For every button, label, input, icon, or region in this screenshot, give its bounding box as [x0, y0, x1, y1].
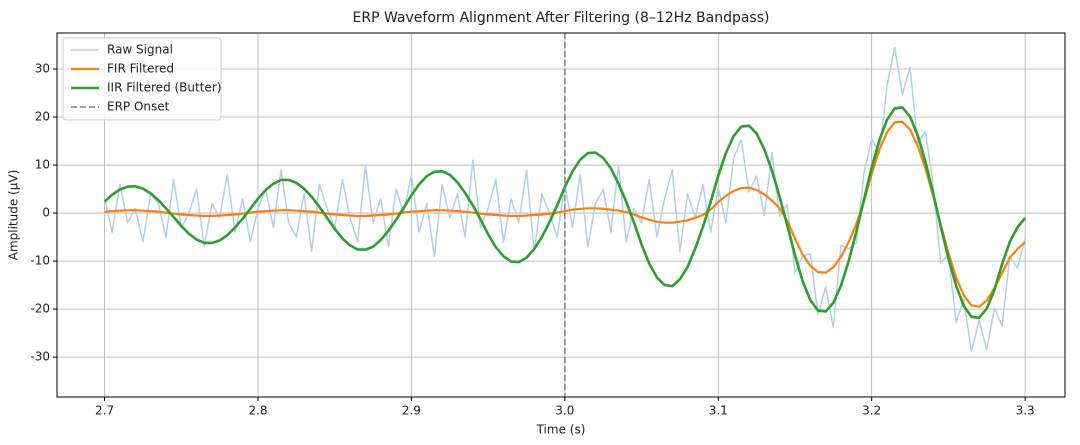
legend-label: FIR Filtered: [107, 62, 174, 76]
legend-box: [62, 37, 222, 121]
x-tick-label: 2.9: [402, 404, 421, 418]
y-tick-label: -20: [30, 302, 50, 316]
x-axis-label: Time (s): [536, 423, 586, 437]
y-tick-label: 20: [35, 110, 50, 124]
y-axis-label: Amplitude (µV): [7, 170, 21, 261]
chart-title: ERP Waveform Alignment After Filtering (…: [353, 10, 770, 26]
y-tick-label: -10: [30, 254, 50, 268]
x-tick-label: 2.8: [248, 404, 267, 418]
y-tick-label: 10: [35, 158, 50, 172]
x-tick-label: 3.2: [862, 404, 881, 418]
x-tick-label: 3.0: [555, 404, 574, 418]
series-line: [104, 120, 1026, 308]
y-tick-label: 30: [35, 62, 50, 76]
y-tick-label: 0: [42, 206, 50, 220]
plot-frame: [56, 32, 1066, 398]
legend-label: IIR Filtered (Butter): [107, 81, 221, 95]
legend-label: Raw Signal: [107, 43, 173, 57]
x-tick-label: 3.3: [1016, 404, 1035, 418]
legend-label: ERP Onset: [107, 100, 170, 114]
x-tick-label: 2.7: [95, 404, 114, 418]
x-tick-label: 3.1: [709, 404, 728, 418]
y-tick-label: -30: [30, 350, 50, 364]
